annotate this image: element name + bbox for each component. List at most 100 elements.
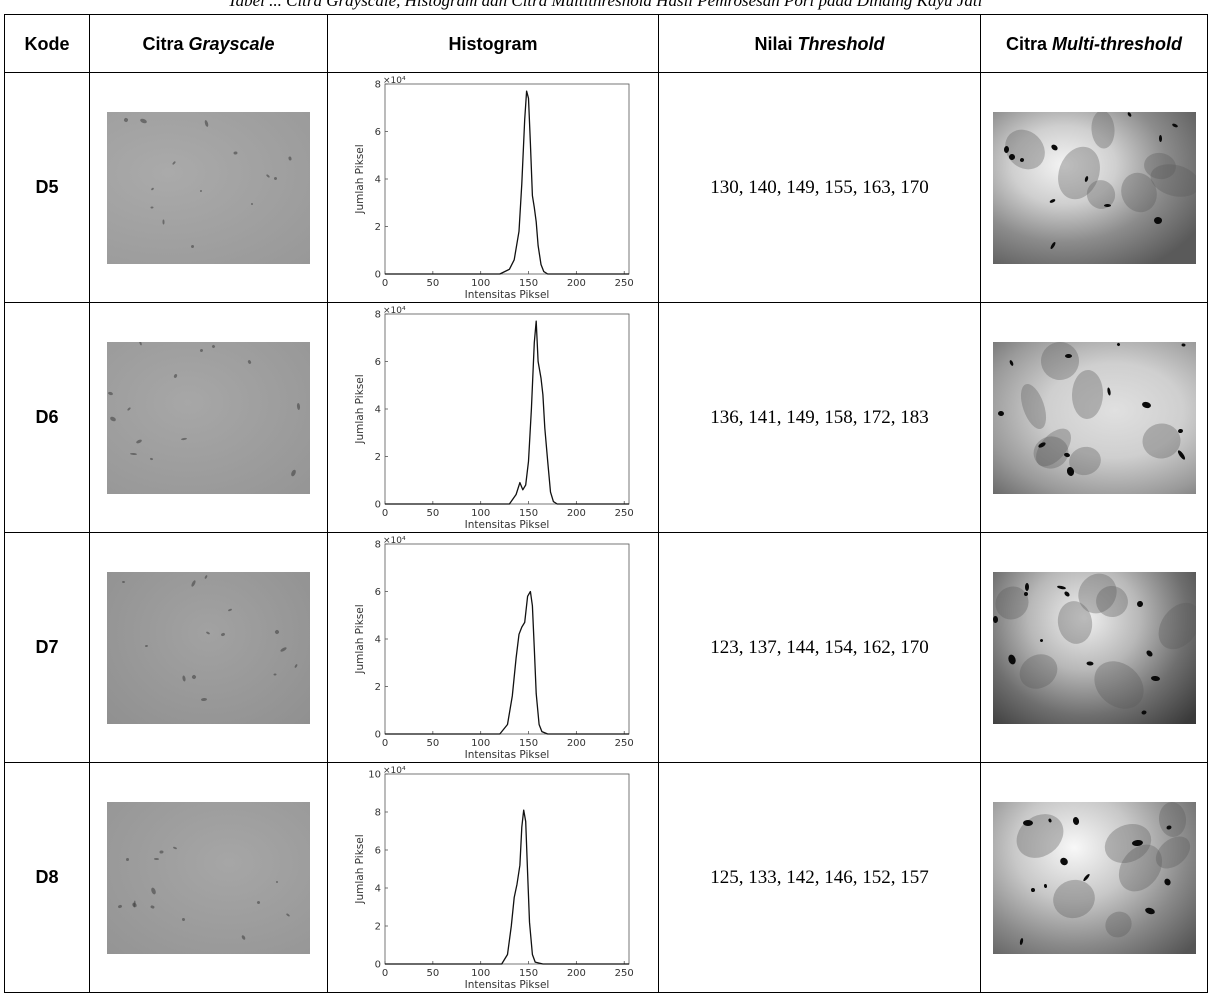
pore-spot: [150, 186, 155, 191]
pore-spot: [256, 900, 261, 904]
pore-spot: [205, 630, 211, 635]
results-table: Kode Citra Grayscale Histogram Nilai Thr…: [4, 14, 1208, 993]
y-tick-label: 6: [375, 845, 381, 856]
pore-spot: [1171, 122, 1178, 128]
y-tick-label: 2: [375, 452, 381, 463]
region-blob: [1089, 111, 1116, 149]
pore-spot: [144, 644, 149, 647]
region-blob: [1012, 647, 1064, 695]
histogram-cell: 0 50 100 150 200 250 0 2 4 6 8 ×10⁴ Intensitas Pikse…: [327, 72, 659, 303]
pore-spot: [107, 390, 114, 396]
y-tick-label: 8: [375, 309, 381, 320]
histogram-chart: 0 50 100 150 200 250 0 2 4 6 8 ×10⁴ Intensitas Pikse…: [354, 76, 634, 301]
table-row: D8 0 50 100 150 200 250 0 2 4 6 8 10 ×10⁴ Intensitas …: [4, 762, 1208, 993]
pore-spot: [1176, 448, 1186, 461]
kode-cell: D5: [4, 72, 90, 303]
pore-spot: [126, 406, 132, 411]
header-threshold: Nilai Threshold: [658, 14, 981, 73]
pore-spot: [1103, 203, 1111, 207]
region-blob: [1070, 368, 1104, 420]
pore-spot: [1043, 883, 1047, 888]
y-tick-label: 4: [375, 404, 381, 415]
pore-spot: [1049, 142, 1059, 152]
pore-spot: [1062, 589, 1071, 598]
x-tick-label: 200: [567, 508, 586, 519]
pore-spot: [199, 348, 204, 352]
pore-spot: [1150, 674, 1160, 682]
pore-spot: [1071, 815, 1080, 826]
y-scale-label: ×10⁴: [383, 536, 406, 546]
pore-spot: [1018, 937, 1024, 945]
x-tick-label: 250: [615, 738, 634, 749]
threshold-cell: 125, 133, 142, 146, 152, 157: [658, 762, 981, 993]
header-histogram: Histogram: [327, 14, 659, 73]
pore-spot: [181, 917, 186, 921]
pore-spot: [125, 857, 130, 861]
x-tick-label: 50: [426, 278, 439, 289]
pore-spot: [275, 880, 279, 883]
pore-spot: [220, 631, 226, 637]
pore-spot: [135, 438, 143, 444]
multithreshold-image: [992, 801, 1196, 954]
table-row: D5 0 50 100 150 200 250 0 2 4 6 8 ×10⁴ Intensitas Pi…: [4, 72, 1208, 303]
pore-spot: [123, 116, 129, 123]
pore-spot: [1064, 353, 1072, 358]
pore-spot: [240, 934, 247, 940]
x-tick-label: 50: [426, 508, 439, 519]
x-axis-label: Intensitas Piksel: [465, 519, 550, 531]
x-axis-label: Intensitas Piksel: [465, 979, 550, 991]
pore-spot: [296, 402, 301, 410]
x-tick-label: 50: [426, 968, 439, 979]
x-axis-label: Intensitas Piksel: [465, 749, 550, 761]
y-tick-label: 10: [368, 769, 381, 780]
pore-spot: [1018, 156, 1025, 163]
x-tick-label: 200: [567, 738, 586, 749]
x-tick-label: 100: [471, 508, 490, 519]
x-tick-label: 250: [615, 278, 634, 289]
x-tick-label: 150: [519, 968, 538, 979]
multithreshold-cell: [980, 532, 1208, 763]
pore-spot: [1081, 872, 1091, 882]
pore-spot: [1030, 887, 1035, 892]
x-tick-label: 250: [615, 508, 634, 519]
y-tick-label: 4: [375, 883, 381, 894]
pore-spot: [233, 150, 238, 155]
pore-spot: [1136, 600, 1143, 607]
pore-spot: [150, 205, 154, 209]
pore-spot: [1165, 824, 1172, 830]
pore-spot: [1180, 342, 1186, 347]
pore-spot: [1022, 819, 1033, 826]
pore-spot: [159, 849, 164, 854]
pore-spot: [1126, 111, 1132, 117]
histogram-chart: 0 50 100 150 200 250 0 2 4 6 8 10 ×10⁴ Intensitas Pik…: [354, 766, 634, 991]
pore-spot: [1153, 216, 1162, 224]
pore-spot: [1003, 145, 1009, 153]
pore-spot: [1008, 359, 1014, 366]
table-row: D6 0 50 100 150 200 250 0 2 4 6 8 ×10⁴ Intensitas Pi…: [4, 302, 1208, 533]
pore-spot: [1047, 817, 1052, 823]
header-grayscale: Citra Grayscale: [89, 14, 328, 73]
x-tick-label: 100: [471, 738, 490, 749]
multithreshold-cell: [980, 762, 1208, 993]
pore-spot: [1143, 906, 1156, 915]
histogram-cell: 0 50 100 150 200 250 0 2 4 6 8 10 ×10⁴ Intensitas Pik…: [327, 762, 659, 993]
y-tick-label: 8: [375, 79, 381, 90]
y-tick-label: 6: [375, 587, 381, 598]
x-tick-label: 150: [519, 508, 538, 519]
kode-cell: D6: [4, 302, 90, 533]
pore-spot: [288, 155, 292, 161]
pore-spot: [1131, 838, 1143, 847]
pore-spot: [1115, 341, 1121, 347]
header-multithreshold: Citra Multi-threshold: [980, 14, 1208, 73]
y-tick-label: 4: [375, 174, 381, 185]
threshold-cell: 123, 137, 144, 154, 162, 170: [658, 532, 981, 763]
pore-spot: [1039, 638, 1043, 642]
pore-spot: [131, 901, 138, 908]
pore-spot: [121, 580, 126, 583]
y-scale-label: ×10⁴: [383, 306, 406, 316]
histogram-line: [385, 319, 629, 505]
pore-spot: [1106, 386, 1111, 396]
pore-spot: [150, 886, 157, 895]
pore-spot: [1049, 240, 1056, 250]
pore-spot: [1158, 134, 1162, 142]
